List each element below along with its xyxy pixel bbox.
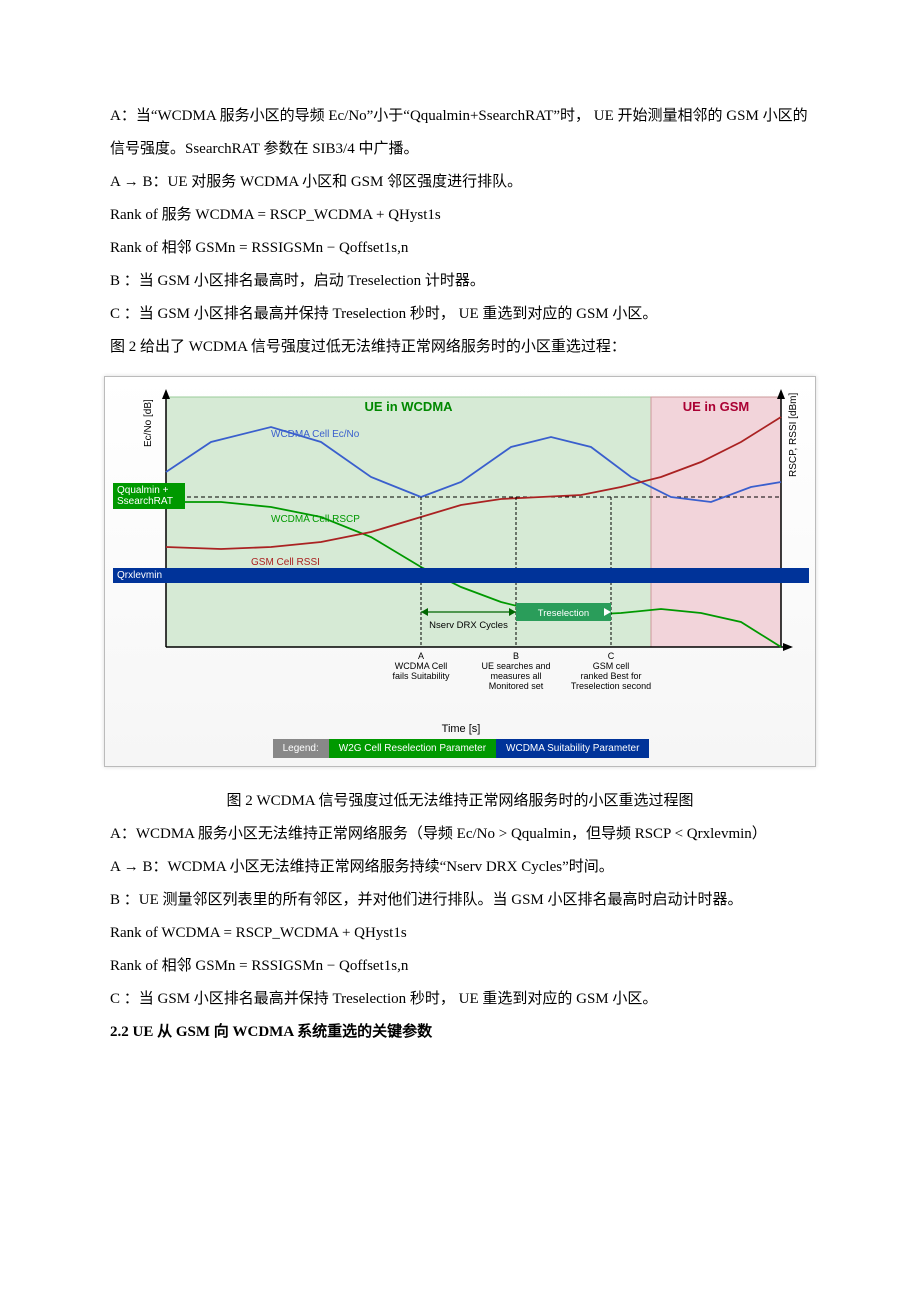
svg-text:WCDMA Cell RSCP: WCDMA Cell RSCP xyxy=(271,514,360,525)
para2-rank2: Rank of 相邻 GSMn = RSSIGSMn − Qoffset1s,n xyxy=(110,950,810,983)
heading-2-2: 2.2 UE 从 GSM 向 WCDMA 系统重选的关键参数 xyxy=(110,1016,810,1049)
svg-text:WCDMA Cell Ec/No: WCDMA Cell Ec/No xyxy=(271,429,360,440)
para2-a: A：WCDMA 服务小区无法维持正常网络服务（导频 Ec/No > Qqualm… xyxy=(110,818,810,851)
legend-w2g: W2G Cell Reselection Parameter xyxy=(329,739,496,758)
para-c: C ：当 GSM 小区排名最高并保持 Treselection 秒时， UE 重… xyxy=(110,298,810,331)
x-axis-label: Time [s] xyxy=(115,723,807,735)
svg-text:Nserv DRX Cycles: Nserv DRX Cycles xyxy=(429,620,508,631)
svg-text:UE in GSM: UE in GSM xyxy=(683,399,749,414)
svg-text:Treselection: Treselection xyxy=(538,608,589,619)
svg-text:RSCP, RSSI [dBm]: RSCP, RSSI [dBm] xyxy=(788,392,799,477)
para2-b: B ：UE 测量邻区列表里的所有邻区，并对他们进行排队。当 GSM 小区排名最高… xyxy=(110,884,810,917)
legend-label: Legend: xyxy=(273,739,329,758)
para-rank2: Rank of 相邻 GSMn = RSSIGSMn − Qoffset1s,n xyxy=(110,232,810,265)
svg-text:GSM Cell RSSI: GSM Cell RSSI xyxy=(251,557,320,568)
marker-a: AWCDMA Cellfails Suitability xyxy=(376,651,466,681)
legend: Legend: W2G Cell Reselection Parameter W… xyxy=(115,739,807,758)
svg-text:UE in WCDMA: UE in WCDMA xyxy=(364,399,453,414)
svg-text:Ec/No [dB]: Ec/No [dB] xyxy=(143,399,154,447)
figure-caption: 图 2 WCDMA 信号强度过低无法维持正常网络服务时的小区重选过程图 xyxy=(110,785,810,818)
para-fig-intro: 图 2 给出了 WCDMA 信号强度过低无法维持正常网络服务时的小区重选过程： xyxy=(110,331,810,364)
para2-ab: A → B：WCDMA 小区无法维持正常网络服务持续“Nserv DRX Cyc… xyxy=(110,851,810,884)
para-a: A：当“WCDMA 服务小区的导频 Ec/No”小于“Qqualmin+Ssea… xyxy=(110,100,810,166)
y-label-qqualmin-ssearchrat: Qqualmin + SsearchRAT xyxy=(113,483,185,509)
para-b: B ：当 GSM 小区排名最高时，启动 Treselection 计时器。 xyxy=(110,265,810,298)
para-ab: A → B：UE 对服务 WCDMA 小区和 GSM 邻区强度进行排队。 xyxy=(110,166,810,199)
para2-c: C ：当 GSM 小区排名最高并保持 Treselection 秒时， UE 重… xyxy=(110,983,810,1016)
figure-2: Ec/No [dB] RSCP, RSSI [dBm] UE in WCDMA UE … xyxy=(104,376,816,767)
para-rank1: Rank of 服务 WCDMA = RSCP_WCDMA + QHyst1s xyxy=(110,199,810,232)
y-label-qrxlevmin: Qrxlevmin xyxy=(113,568,809,583)
para2-rank1: Rank of WCDMA = RSCP_WCDMA + QHyst1s xyxy=(110,917,810,950)
marker-b: BUE searches andmeasures allMonitored se… xyxy=(471,651,561,691)
marker-c: CGSM cellranked Best forTreselection sec… xyxy=(566,651,656,691)
legend-wcdma: WCDMA Suitability Parameter xyxy=(496,739,649,758)
